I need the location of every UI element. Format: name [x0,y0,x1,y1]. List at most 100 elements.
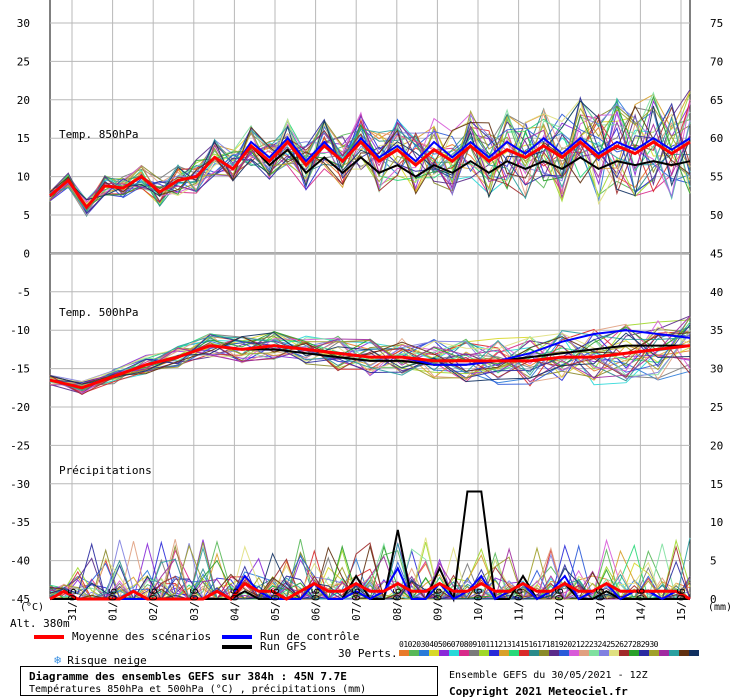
pert-color-swatch [439,650,449,656]
altitude-label: Alt. 380m [10,617,70,630]
legend-moyenne: Moyenne des scénarios [34,631,211,643]
x-tick-label: 31/05 [66,588,79,621]
right-tick-label: 5 [710,555,717,568]
left-tick-label: 30 [17,17,30,30]
left-tick-label: -45 [10,593,30,606]
left-unit-label: (°C) [20,602,44,613]
pert-color-swatch [619,650,629,656]
pert-color-swatch [659,650,669,656]
main-series [49,136,691,603]
right-tick-label: 60 [710,132,723,145]
pert-color-swatch [419,650,429,656]
run-info: Ensemble GEFS du 30/05/2021 - 12Z [449,670,648,681]
chart-subtitle: Températures 850hPa et 500hPa (°C) , pré… [29,684,367,695]
ensemble-line-t500 [49,332,691,385]
x-tick-label: 12/06 [553,588,566,621]
ensemble-line-t500 [49,316,691,390]
pert-color-swatch [499,650,509,656]
x-tick-label: 02/06 [147,588,160,621]
ensemble-line-t500 [49,315,691,394]
x-tick-label: 08/06 [391,588,404,621]
x-tick-label: 07/06 [350,588,363,621]
right-tick-label: 15 [710,478,723,491]
left-tick-label: -10 [10,324,30,337]
left-tick-label: -30 [10,478,30,491]
right-tick-label: 20 [710,439,723,452]
x-tick-label: 05/06 [269,588,282,621]
t850-mean-line [49,139,691,210]
pert-color-swatch [589,650,599,656]
x-tick-label: 03/06 [188,588,201,621]
x-tick-label: 01/06 [107,588,120,621]
legend-controle-label: Run de contrôle [260,630,360,643]
pert-color-swatch [689,650,699,656]
legend-gfs-label: Run GFS [260,640,307,653]
panel-label-t500: Temp. 500hPa [59,306,138,319]
right-tick-label: 25 [710,401,723,414]
t500-mean-line [49,344,691,390]
pert-color-swatch [579,650,589,656]
pert-color-swatch [509,650,519,656]
legend-moyenne-label: Moyenne des scénarios [72,630,212,643]
right-tick-label: 40 [710,286,723,299]
x-tick-label: 10/06 [472,588,485,621]
ensemble-line-t500 [49,335,691,389]
left-tick-label: 0 [23,247,30,260]
left-tick-label: -25 [10,439,30,452]
pert-color-swatch [399,650,409,656]
pert-color-swatch [529,650,539,656]
pert-color-swatch [679,650,689,656]
left-tick-label: 10 [17,171,30,184]
legend-moyenne-swatch [34,635,64,639]
right-tick-label: 30 [710,363,723,376]
x-tick-label: 14/06 [634,588,647,621]
pert-color-swatch [489,650,499,656]
pert-color-swatch [609,650,619,656]
pert-color-swatch [649,650,659,656]
precip-mean-line [49,581,691,601]
copyright: Copyright 2021 Meteociel.fr [449,685,628,698]
chart-title: Diagramme des ensembles GEFS sur 384h : … [29,670,347,683]
pert-color-swatch [669,650,679,656]
perts-label: 30 Perts. [338,647,398,660]
pert-color-swatch [539,650,549,656]
x-tick-label: 11/06 [513,588,526,621]
right-tick-label: 65 [710,94,723,107]
pert-color-swatches [399,650,699,656]
pert-color-swatch [559,650,569,656]
legend-neige: ❄ Risque neige [54,654,147,667]
right-tick-label: 70 [710,55,723,68]
left-tick-label: -20 [10,401,30,414]
panel-label-t850: Temp. 850hPa [59,128,138,141]
pert-numbers: 0102030405060708091011121314151617181920… [399,640,658,649]
x-tick-label: 13/06 [594,588,607,621]
pert-color-swatch [479,650,489,656]
snowflake-icon: ❄ [54,653,62,667]
panel-label-precip: Précipitations [59,464,152,477]
left-tick-label: -35 [10,516,30,529]
ensemble-line-t850 [49,105,691,212]
legend-controle: Run de contrôle [222,631,359,643]
left-tick-label: -40 [10,555,30,568]
left-tick-label: -5 [17,286,30,299]
pert-color-swatch [569,650,579,656]
ensemble-line-t500 [49,330,691,392]
ensemble-line-t850 [49,100,691,201]
left-tick-label: 20 [17,94,30,107]
left-tick-label: 25 [17,55,30,68]
right-tick-label: 35 [710,324,723,337]
pert-color-swatch [459,650,469,656]
right-tick-label: 75 [710,17,723,30]
pert-color-swatch [469,650,479,656]
legend-gfs-swatch [222,645,252,649]
pert-color-swatch [519,650,529,656]
left-tick-label: 5 [23,209,30,222]
ensemble-line-t500 [49,332,691,385]
left-tick-label: -15 [10,363,30,376]
x-tick-label: 09/06 [431,588,444,621]
pert-color-swatch [409,650,419,656]
x-tick-label: 04/06 [228,588,241,621]
pert-color-swatch [629,650,639,656]
pert-color-swatch [449,650,459,656]
